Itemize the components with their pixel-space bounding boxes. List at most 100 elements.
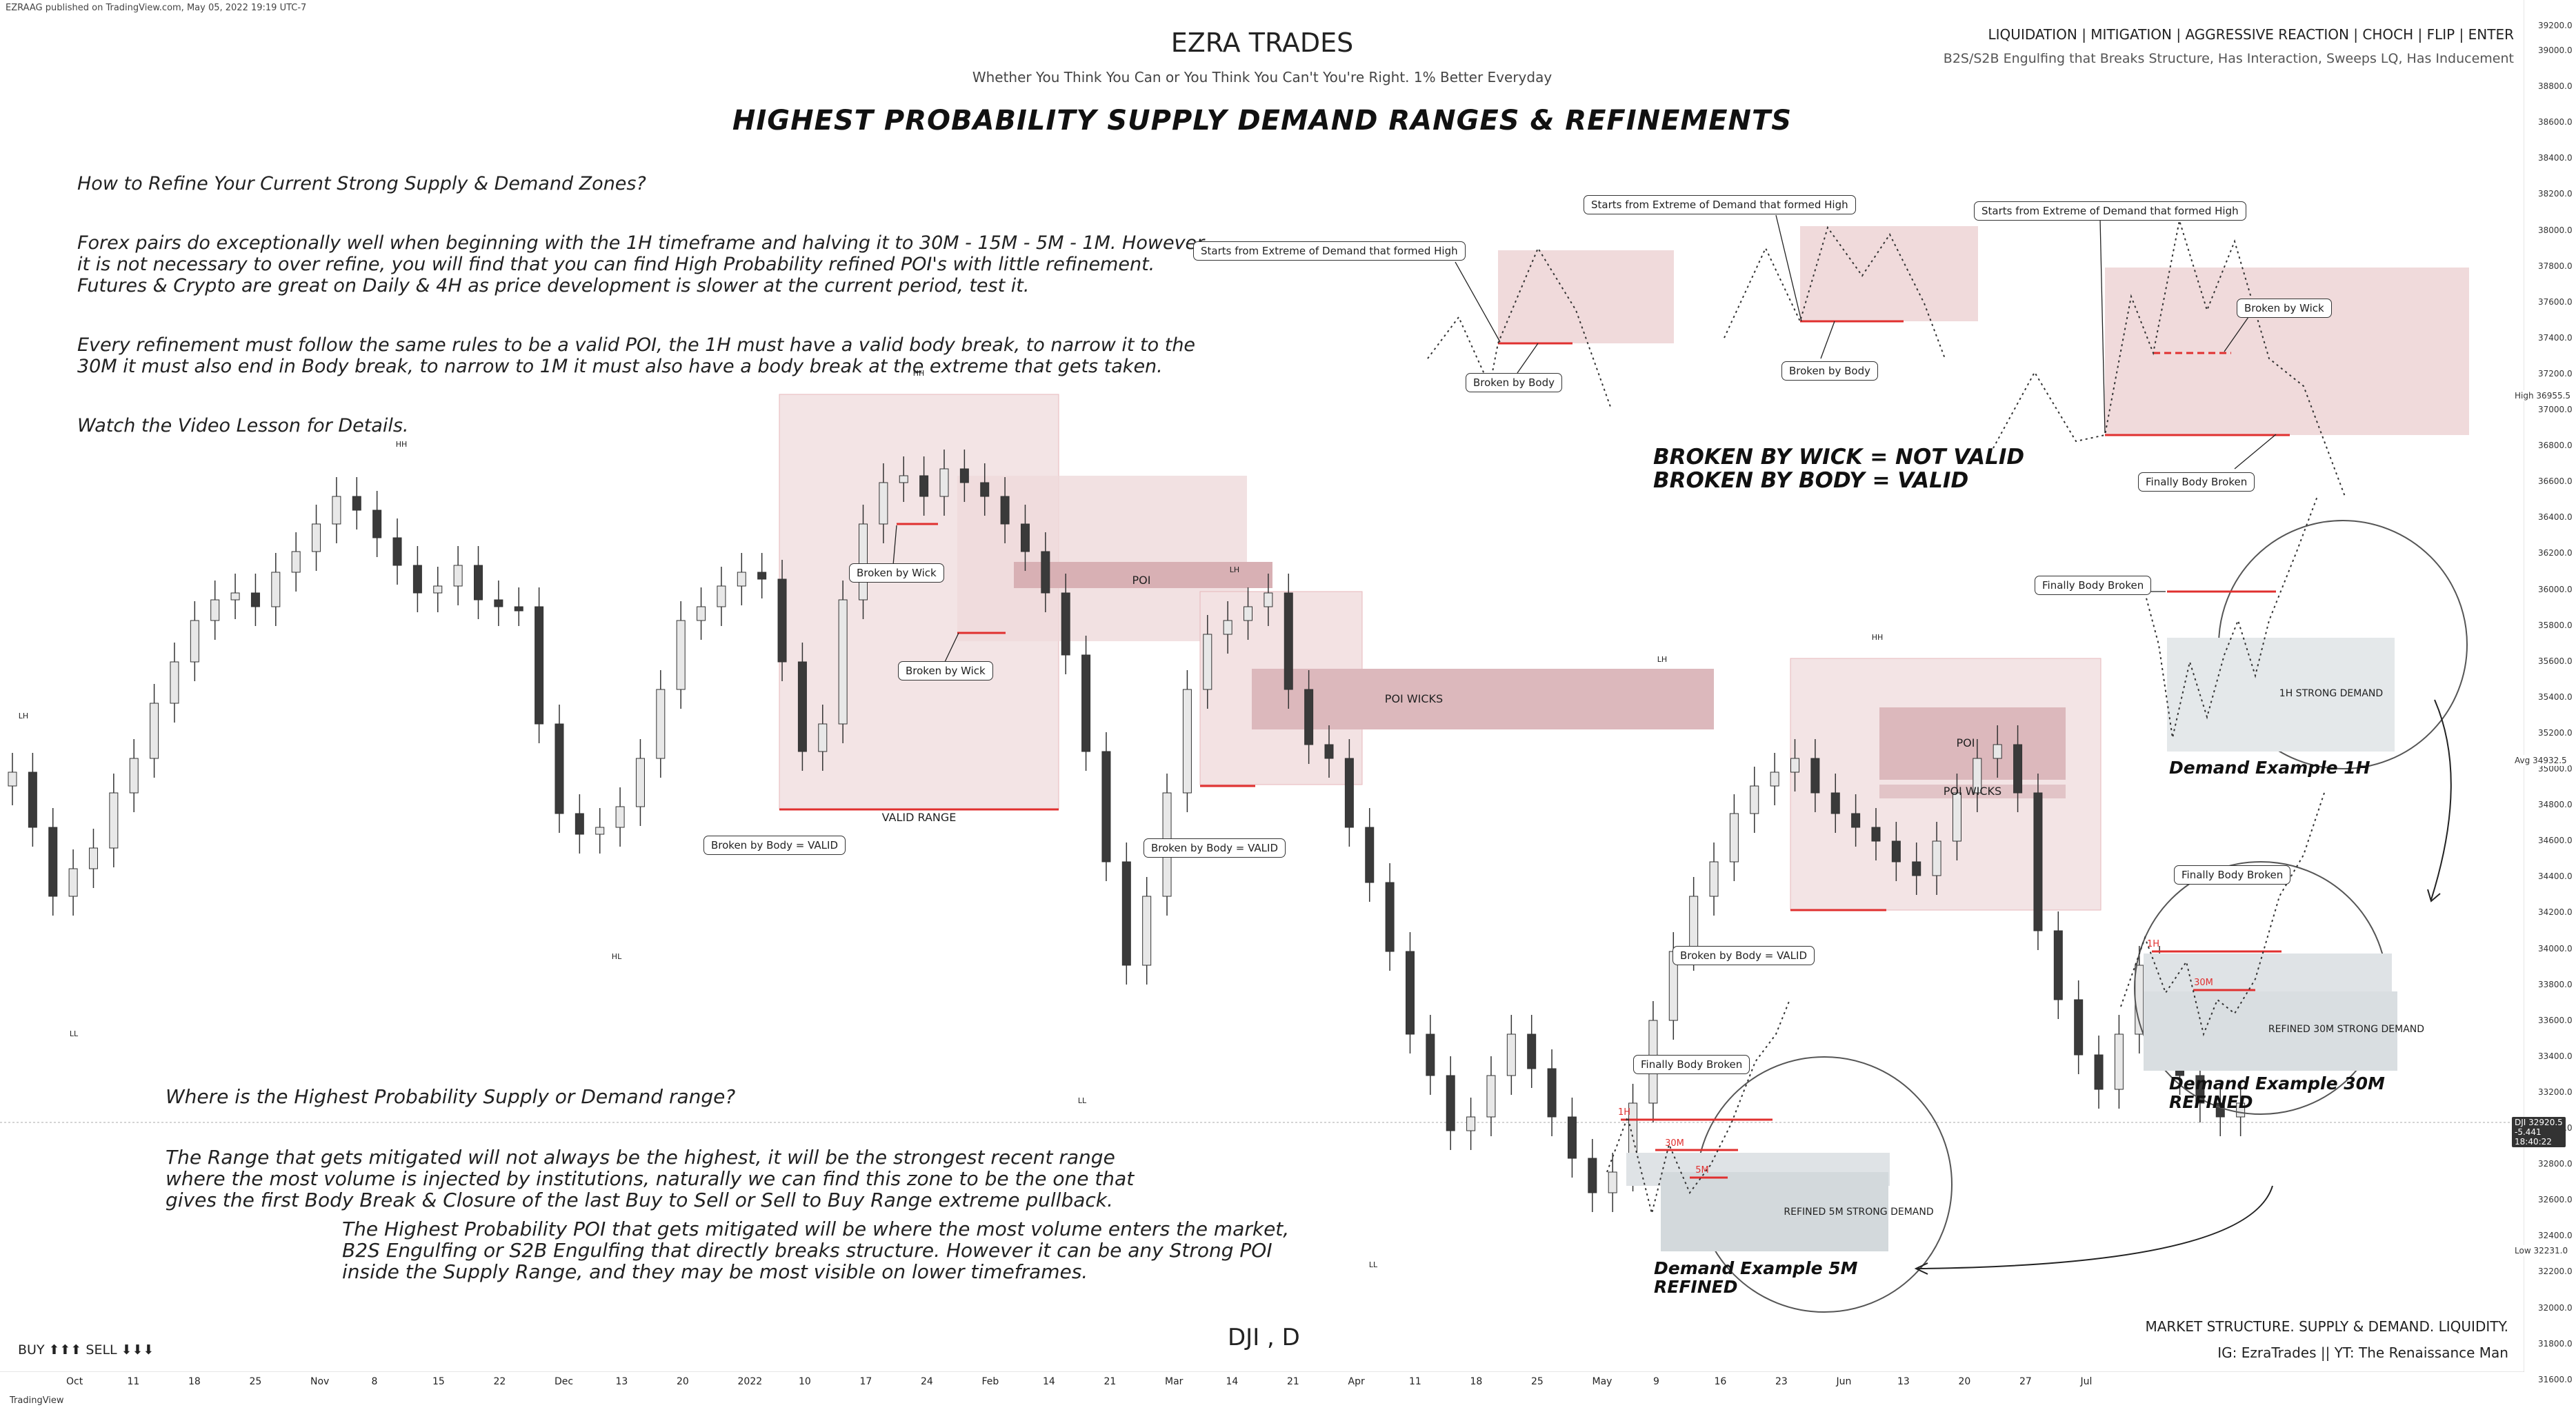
candle — [129, 758, 139, 794]
price-tick: 38400.0 — [2538, 153, 2573, 163]
candle — [2013, 744, 2023, 794]
price-tick: 34800.0 — [2538, 800, 2573, 810]
candle — [2053, 930, 2063, 1000]
candle — [1891, 840, 1901, 863]
callout-broken-by-wick-3: Broken by Wick — [2237, 299, 2332, 318]
candle — [635, 758, 645, 807]
example-30m-title-line2: REFINED — [2169, 1092, 2253, 1112]
candle — [595, 827, 605, 835]
candle — [1810, 758, 1820, 794]
marker-ll-1: LL — [69, 1029, 79, 1038]
poi-wicks-label-right: POI WICKS — [1943, 785, 2002, 798]
price-chart[interactable] — [0, 0, 2524, 1372]
time-tick: 10 — [799, 1376, 811, 1387]
example-5m-tf-5m: 5M — [1695, 1165, 1709, 1176]
candle — [1871, 827, 1881, 842]
high-badge: High 36955.5 — [2512, 390, 2574, 401]
candle — [1770, 771, 1779, 787]
last-price-badge: DJI 32920.5 -5.441 18:40:22 — [2512, 1117, 2566, 1147]
price-tick: 35200.0 — [2538, 727, 2573, 738]
poi-label-right: POI — [1956, 736, 1975, 749]
example-1h-zone: 1H STRONG DEMAND — [2279, 688, 2384, 699]
price-tick: 36400.0 — [2538, 512, 2573, 523]
dji-change: -5.441 — [2515, 1127, 2542, 1137]
time-tick: 13 — [1897, 1376, 1910, 1387]
candle — [1750, 785, 1759, 814]
bottom-right-line1: MARKET STRUCTURE. SUPPLY & DEMAND. LIQUI… — [2145, 1318, 2508, 1335]
candle — [2114, 1033, 2124, 1090]
candle — [2195, 1075, 2205, 1104]
high-badge-value: 36955.5 — [2536, 391, 2571, 401]
callout-broken-by-body-valid-c: Broken by Body = VALID — [1673, 946, 1815, 965]
price-tick: 37400.0 — [2538, 332, 2573, 343]
marker-hl-1: HL — [611, 952, 622, 961]
lower-text: The Highest Probability POI that gets mi… — [342, 1218, 1290, 1283]
price-tick: 34400.0 — [2538, 871, 2573, 882]
time-tick: 13 — [615, 1376, 628, 1387]
callout-broken-by-body-valid-b: Broken by Body = VALID — [1144, 838, 1286, 858]
bottom-right-line2: IG: EzraTrades || YT: The Renaissance Ma… — [2217, 1344, 2508, 1361]
candle — [412, 565, 422, 594]
candle — [859, 523, 868, 601]
candle — [250, 592, 260, 607]
callout-starts-extreme-3: Starts from Extreme of Demand that forme… — [1974, 201, 2246, 221]
price-tick: 38000.0 — [2538, 225, 2573, 235]
callout-finally-body-broken-1h: Finally Body Broken — [2035, 576, 2152, 595]
time-tick: 21 — [1104, 1376, 1117, 1387]
intro-paragraph-3: Watch the Video Lesson for Details. — [77, 415, 409, 436]
marker-ll-3: LL — [1368, 1260, 1378, 1269]
candle — [737, 572, 746, 587]
middle-body: The Range that gets mitigated will not a… — [166, 1146, 1135, 1211]
candle — [291, 551, 301, 573]
candle — [48, 827, 58, 897]
buy-sell-label: BUY ⬆⬆⬆ SELL ⬇⬇⬇ — [18, 1342, 154, 1358]
candle — [656, 689, 666, 759]
candle — [1041, 551, 1050, 594]
poi-wicks-label-left: POI WICKS — [1384, 692, 1444, 705]
price-tick: 37600.0 — [2538, 296, 2573, 307]
candle — [28, 771, 37, 828]
price-tick: 32000.0 — [2538, 1302, 2573, 1313]
publisher-line: EZRAAG published on TradingView.com, May… — [6, 3, 307, 13]
callout-finally-body-broken-5m: Finally Body Broken — [1633, 1055, 1750, 1074]
candle — [1223, 620, 1232, 635]
candle — [1426, 1033, 1435, 1076]
candle — [2033, 792, 2043, 931]
example-5m-title: Demand Example 5M REFINED — [1654, 1259, 1858, 1296]
candle — [1101, 751, 1111, 863]
tradingview-logo[interactable]: TradingView — [10, 1395, 64, 1406]
time-tick: 11 — [127, 1376, 140, 1387]
tagline: Whether You Think You Can or You Think Y… — [972, 69, 1552, 85]
time-tick: 18 — [1470, 1376, 1483, 1387]
candle — [514, 606, 523, 612]
avg-badge-value: 34932.5 — [2533, 756, 2567, 765]
time-tick: 14 — [1043, 1376, 1055, 1387]
candle — [88, 847, 98, 869]
candle — [777, 578, 787, 663]
middle-text: Where is the Highest Probability Supply … — [166, 1065, 1200, 1232]
tradingview-label: TradingView — [10, 1395, 64, 1406]
marker-ll-2: LL — [1077, 1096, 1087, 1105]
price-tick: 36600.0 — [2538, 476, 2573, 487]
high-badge-label: High — [2515, 391, 2534, 401]
candle — [919, 475, 929, 497]
callout-broken-by-body-valid-a: Broken by Body = VALID — [703, 836, 846, 855]
candle — [676, 620, 686, 690]
time-tick: Apr — [1348, 1376, 1365, 1387]
price-tick: 31600.0 — [2538, 1374, 2573, 1384]
time-tick: 20 — [677, 1376, 689, 1387]
candle — [899, 475, 908, 483]
candle — [1932, 840, 1941, 876]
candle — [332, 496, 341, 525]
candle — [1365, 827, 1375, 883]
price-tick: 32600.0 — [2538, 1195, 2573, 1205]
candle — [494, 599, 503, 607]
time-tick: Mar — [1165, 1376, 1184, 1387]
valid-range-label: VALID RANGE — [881, 811, 957, 824]
price-tick: 36000.0 — [2538, 584, 2573, 594]
candle — [1324, 744, 1334, 759]
price-tick: 38800.0 — [2538, 81, 2573, 92]
example-5m-tf-30m: 30M — [1665, 1138, 1684, 1149]
candle — [757, 572, 767, 580]
ticker-label: DJI , D — [1228, 1324, 1300, 1351]
